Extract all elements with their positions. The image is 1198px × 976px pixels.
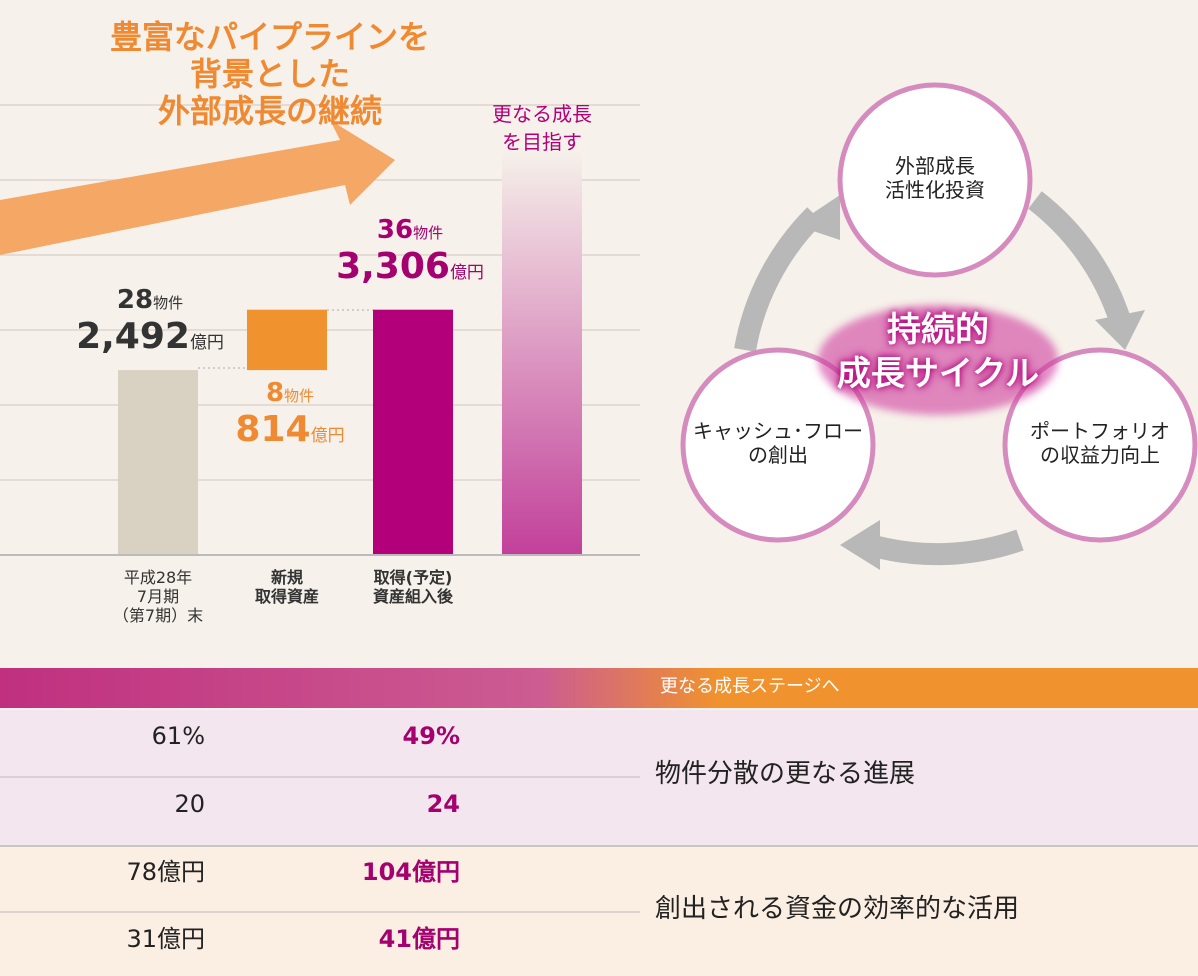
cell: 20 <box>174 790 205 818</box>
annotation: 更なる成長 <box>492 102 592 126</box>
category-label: 取得(予定) 資産組入後 <box>372 568 453 607</box>
growth-arrow <box>0 120 395 255</box>
value-label: 3,306億円 <box>270 245 550 288</box>
cycle-nodes <box>680 82 1198 543</box>
count: 36 <box>376 215 414 245</box>
count-unit: 物件 <box>413 224 444 242</box>
value: 814 <box>235 409 311 450</box>
cell: 104億円 <box>361 858 460 886</box>
cell: 24 <box>426 790 460 818</box>
cycle-center: 成長サイクル <box>836 354 1040 394</box>
grid <box>0 104 640 481</box>
group-label: 創出される資金の効率的な活用 <box>655 894 1020 924</box>
count-unit: 物件 <box>284 387 315 405</box>
bar <box>247 309 327 371</box>
annotation: を目指す <box>502 130 582 154</box>
banner-text: 更なる成長ステージへ <box>660 676 840 697</box>
value-unit: 億円 <box>449 263 484 283</box>
node-label: 外部成長 活性化投資 <box>885 154 985 202</box>
group-label: 物件分散の更なる進展 <box>655 759 916 789</box>
bar <box>373 309 453 555</box>
value-label: 2,492億円 <box>10 315 290 358</box>
value-unit: 億円 <box>310 426 345 446</box>
cell: 61% <box>151 722 205 750</box>
count: 8 <box>265 378 285 408</box>
value: 2,492 <box>76 316 190 357</box>
banner <box>0 668 1198 708</box>
center-glow <box>818 305 1058 415</box>
headline: 外部成長の継続 <box>157 92 382 130</box>
future-bar <box>502 150 582 555</box>
category-label: 平成28年 7月期 （第7期）末 <box>112 568 204 626</box>
bar <box>118 370 198 555</box>
count-label: 28物件 <box>30 285 270 316</box>
value-label: 814億円 <box>150 408 430 451</box>
value-unit: 億円 <box>189 333 224 353</box>
cell: 31億円 <box>126 925 205 953</box>
headline: 豊富なパイプラインを <box>109 18 430 56</box>
count-unit: 物件 <box>153 294 184 312</box>
count: 28 <box>116 285 154 315</box>
count-label: 8物件 <box>170 378 410 409</box>
arrow-heads <box>795 195 1145 570</box>
cell: 78億円 <box>126 858 205 886</box>
cell: 41億円 <box>378 925 460 953</box>
cell: 49% <box>402 722 460 750</box>
node-label: ポートフォリオ の収益力向上 <box>1030 419 1170 467</box>
node-label: キャッシュ･フロー の創出 <box>693 419 863 467</box>
value: 3,306 <box>336 246 450 287</box>
headline: 背景とした <box>189 55 350 93</box>
cycle-center: 持続的 <box>887 310 989 350</box>
category-label: 新規 取得資産 <box>254 568 319 607</box>
count-label: 36物件 <box>290 215 530 246</box>
